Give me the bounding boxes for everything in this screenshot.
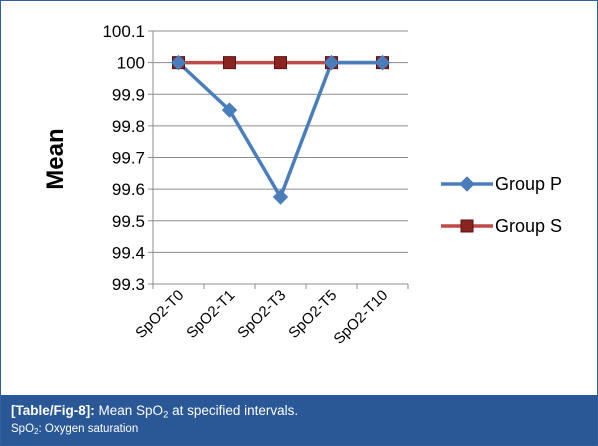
- y-tick-label: 99.9: [112, 85, 145, 104]
- legend-marker: [460, 219, 474, 233]
- caption-text-sub: 2: [163, 409, 169, 421]
- data-point: [274, 56, 287, 70]
- legend-label: Group P: [495, 174, 562, 194]
- y-tick-label: 100.1: [102, 22, 145, 41]
- caption-note-post: : Oxygen saturation: [38, 423, 139, 435]
- figure-caption: [Table/Fig-8]: Mean SpO2 at specified in…: [1, 395, 597, 445]
- caption-note: SpO2: Oxygen saturation: [11, 421, 587, 437]
- y-tick-label: 99.3: [112, 275, 145, 294]
- y-tick-label: 100: [117, 54, 145, 73]
- x-tick-label: SpO2-T0: [132, 287, 187, 342]
- y-tick-label: 99.8: [112, 117, 145, 136]
- caption-label: [Table/Fig-8]:: [11, 403, 95, 418]
- y-tick-labels: 99.3 99.4 99.5 99.6 99.7 99.8 99.9 100 100.1: [102, 22, 145, 294]
- caption-text-pre: Mean SpO: [98, 403, 164, 418]
- x-tick-label: SpO2-T10: [330, 287, 391, 348]
- chart-plot: 99.3 99.4 99.5 99.6 99.7 99.8 99.9 100 100.1 SpO…: [42, 22, 562, 348]
- data-point: [170, 54, 187, 71]
- chart-series: [170, 54, 391, 205]
- chart-gridlines: [153, 30, 408, 285]
- series-line: [177, 60, 383, 202]
- caption-text-post: at specified intervals.: [172, 403, 299, 418]
- x-tick-label: SpO2-T1: [183, 287, 238, 342]
- data-point: [374, 54, 391, 71]
- chart-axes: [148, 30, 409, 289]
- y-tick-label: 99.5: [112, 212, 145, 231]
- data-point: [272, 189, 289, 205]
- legend-label: Group S: [495, 216, 562, 236]
- caption-title: [Table/Fig-8]: Mean SpO2 at specified in…: [11, 402, 587, 420]
- y-tick-label: 99.4: [112, 243, 145, 262]
- legend-marker: [459, 176, 475, 192]
- caption-note-sub: 2: [34, 427, 39, 436]
- data-point: [323, 54, 340, 71]
- data-point: [223, 56, 236, 70]
- chart-legend: Group P Group S: [441, 174, 562, 236]
- y-tick-label: 99.6: [112, 180, 145, 199]
- y-tick-label: 99.7: [112, 149, 145, 168]
- x-tick-label: SpO2-T3: [234, 287, 289, 342]
- data-point: [221, 102, 238, 118]
- caption-note-pre: SpO: [11, 423, 35, 435]
- y-axis-label: Mean: [42, 128, 69, 189]
